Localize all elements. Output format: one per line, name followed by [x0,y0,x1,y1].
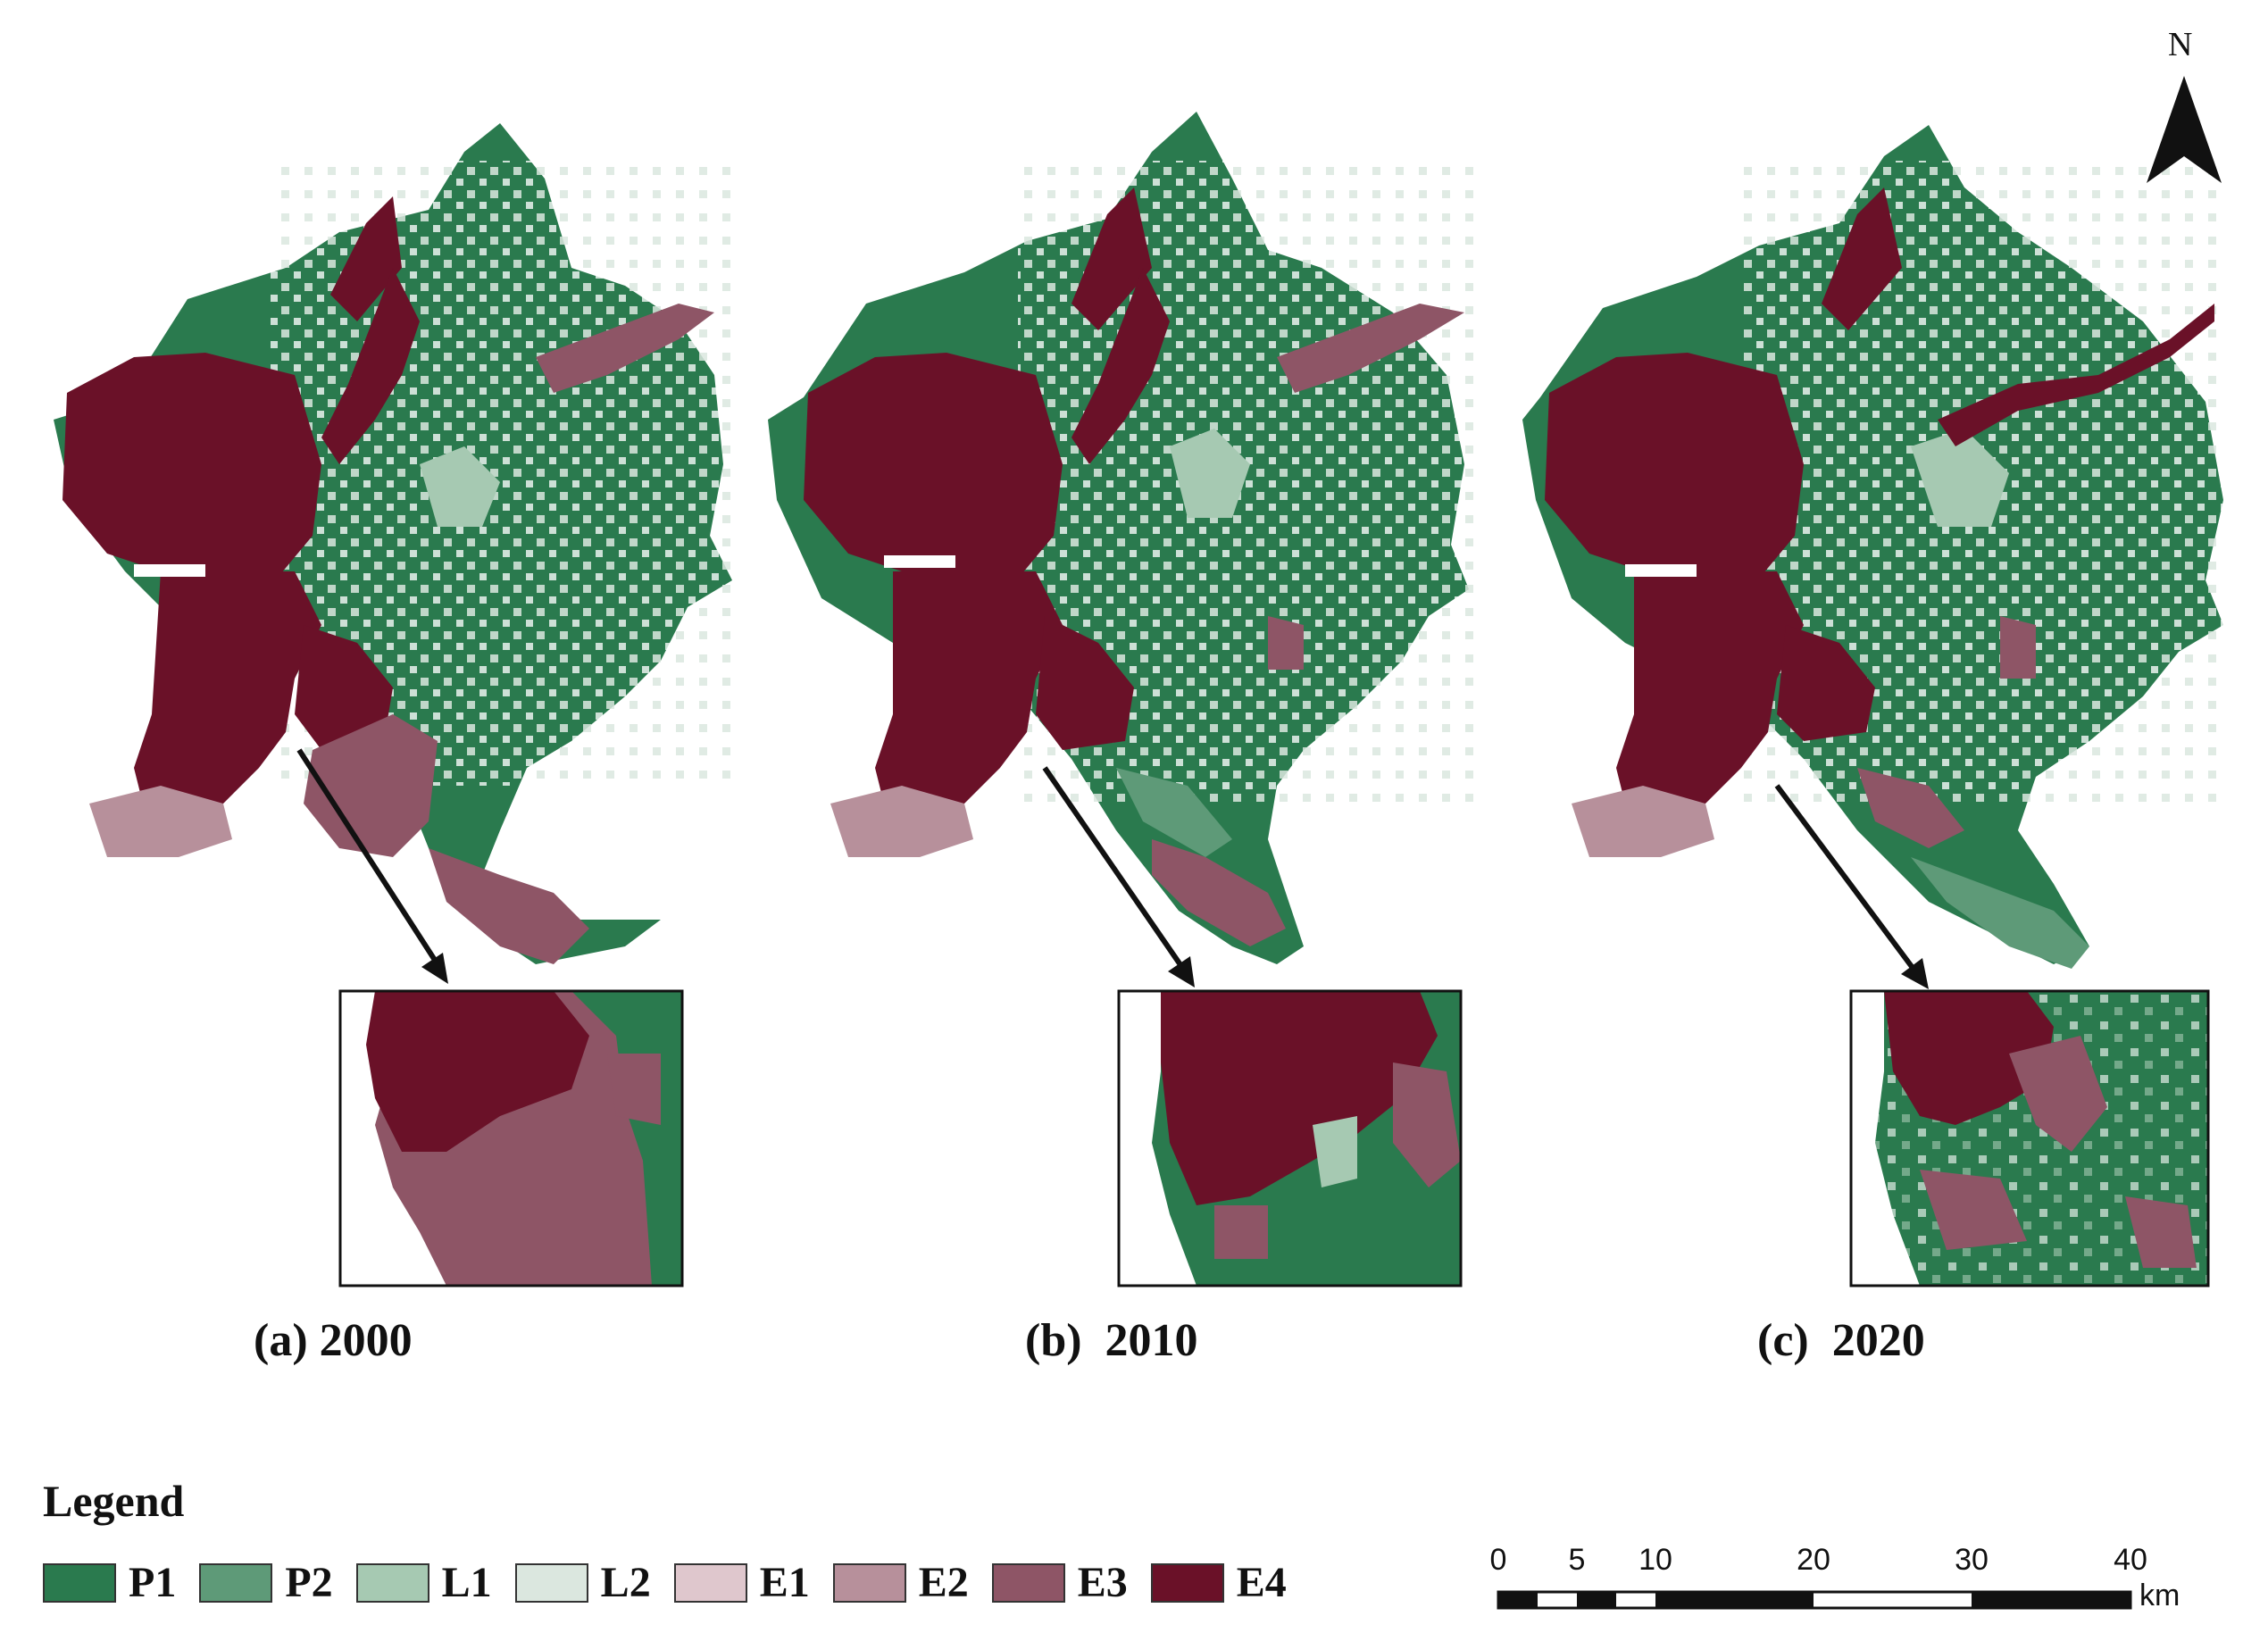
legend-swatch [199,1562,273,1603]
legend-swatch [1150,1562,1224,1603]
region-e3-2000-arm [536,304,714,393]
region-e3-2020-south [1857,768,1964,848]
region-p2-2010-south [1116,768,1232,857]
legend-item-l2: L2 [514,1558,651,1607]
legend-label: P2 [285,1559,333,1606]
region-e4-2020-west [1545,353,1804,589]
legend-swatch [514,1562,588,1603]
scale-tick-10: 10 [1638,1543,1672,1577]
region-e3-2010-patch [1268,616,1304,670]
region-e4-2000-corridor [321,268,420,464]
inset-frame-2020 [1849,989,2210,1287]
map-panel-2000 [54,123,732,964]
map-panel-2020 [1522,125,2223,969]
legend-item-l1: L1 [355,1558,492,1607]
region-e4-2020-south [1616,571,1804,821]
region-e3-2010-tail [1152,839,1286,946]
region-l1-2020 [1911,429,2009,527]
region-e4-2000-mid [295,625,393,750]
legend-label: E1 [759,1559,810,1606]
panel-label-2010: (b) 2010 [1025,1315,1198,1366]
legend-item-p1: P1 [43,1558,176,1607]
scale-tick-0: 0 [1489,1543,1507,1577]
scale-segment [1577,1592,1616,1608]
region-water-2010 [884,555,955,568]
map-panel-2010 [768,112,1482,964]
region-p2-2020-tail [1911,857,2089,969]
region-e4-2000-north [330,196,402,321]
region-e4-2000-south [134,571,321,821]
region-e2-2010-sw [830,786,973,857]
scale-tick-20: 20 [1797,1543,1830,1577]
region-e4-2010-mid [1036,616,1134,750]
north-label: N [2168,26,2193,63]
legend-title: Legend [43,1476,185,1526]
legend-swatch [991,1562,1065,1603]
zoom-arrow-2010 [1042,766,1195,987]
scale-segment [1655,1592,1814,1608]
legend-swatch [832,1562,906,1603]
scale-tick-40: 40 [2114,1543,2147,1577]
legend-item-e4: E4 [1150,1558,1287,1607]
scale-segment [1498,1592,1538,1608]
region-water-2020 [1625,564,1697,577]
zoom-arrow-2000 [296,748,448,984]
region-e4-2020-north [1822,187,1902,330]
legend-item-e2: E2 [832,1558,969,1607]
scale-segment [1972,1592,2130,1608]
inset-2010 [1117,989,1463,1287]
legend-item-p2: P2 [199,1558,333,1607]
region-e4-2010-corridor [1071,268,1170,464]
region-e4-2020-mid [1777,625,1875,741]
region-water-2000 [134,564,205,577]
region-l1-2010 [1170,429,1250,518]
region-l1-2000 [420,446,500,527]
legend-label: E4 [1236,1559,1287,1606]
region-e4-2010-west [804,353,1063,589]
region-e3-2010-arm [1277,304,1464,393]
scale-bar [1497,1590,2132,1610]
legend-swatch [355,1562,429,1603]
inset-2000 [338,989,684,1287]
legend-label: P1 [129,1559,177,1606]
legend-item-e1: E1 [673,1558,810,1607]
legend: P1 P2 L1 L2 E1 E2 E3 E4 [43,1558,1310,1607]
inset-frame-2010 [1117,989,1463,1287]
legend-label: L2 [600,1559,651,1606]
legend-label: E3 [1077,1559,1128,1606]
region-e3-2000-south [304,714,438,857]
legend-item-e3: E3 [991,1558,1128,1607]
north-arrow-icon [2147,76,2222,183]
region-e3-2020-patch [2000,616,2036,679]
scale-tick-5: 5 [1568,1543,1586,1577]
region-e4-2020-arm [1938,304,2214,446]
panel-label-2020: (c) 2020 [1757,1315,1925,1366]
zoom-arrow-2020 [1774,784,1929,989]
legend-swatch [43,1562,116,1603]
inset-2020 [1849,989,2210,1287]
legend-swatch [673,1562,747,1603]
scale-unit: km [2139,1579,2180,1612]
inset-frame-2000 [338,989,684,1287]
region-e4-2010-south [875,571,1063,821]
legend-label: L1 [441,1559,492,1606]
legend-label: E2 [918,1559,969,1606]
region-e4-2000-west [63,353,321,589]
region-e2-2020-sw [1572,786,1714,857]
region-e2-2000-sw [89,786,232,857]
scale-tick-30: 30 [1955,1543,1989,1577]
region-e4-2010-north [1071,187,1152,330]
region-e3-2000-tail [429,848,589,964]
panel-label-2000: (a) 2000 [254,1315,413,1366]
